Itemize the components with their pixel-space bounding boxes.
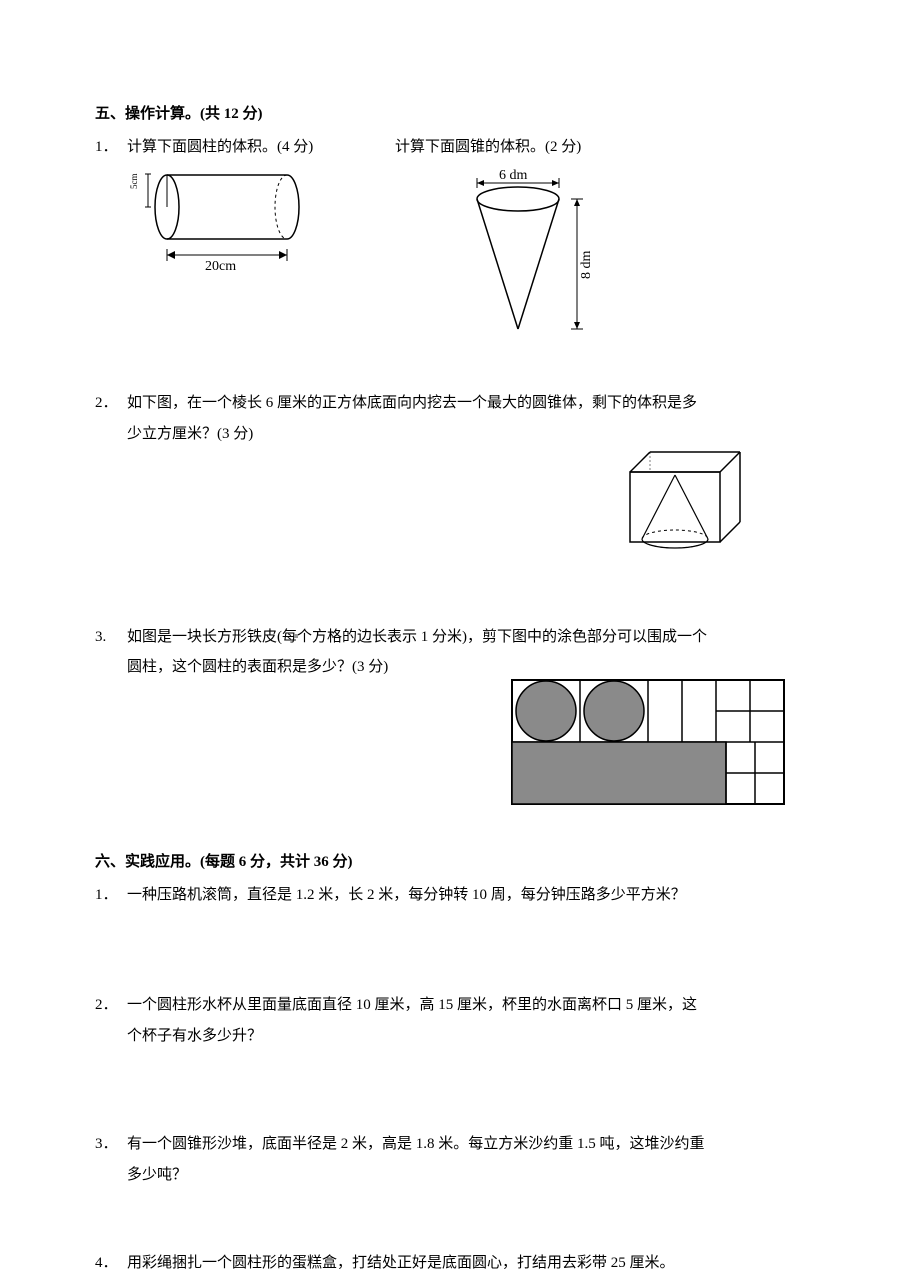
q5-2-num: 2． (95, 389, 127, 418)
q6-1-num: 1． (95, 881, 127, 910)
q5-3-num: 3. (95, 623, 127, 652)
cone-icon: 6 dm 8 dm (447, 169, 627, 349)
page-marker-icon (294, 634, 298, 638)
q6-3-text2: 多少吨？ (95, 1161, 810, 1190)
q5-2-text1: 如下图，在一个棱长 6 厘米的正方体底面向内挖去一个最大的圆锥体，剩下的体积是多 (127, 389, 810, 418)
cylinder-icon: 5cm 20cm (127, 169, 327, 279)
section-6-title: 六、实践应用。(每题 6 分，共计 36 分) (95, 848, 810, 877)
q6-4-row: 4． 用彩绳捆扎一个圆柱形的蛋糕盒，打结处正好是底面圆心，打结用去彩带 25 厘… (95, 1249, 810, 1278)
svg-text:8 dm: 8 dm (579, 251, 594, 280)
q5-1-text-right: 计算下面圆锥的体积。(2 分) (395, 139, 581, 155)
q5-1-num: 1． (95, 133, 127, 162)
q6-4-num: 4． (95, 1249, 127, 1278)
q5-3-text1: 如图是一块长方形铁皮(每个方格的边长表示 1 分米)，剪下图中的涂色部分可以围成… (127, 623, 810, 652)
svg-text:6 dm: 6 dm (499, 169, 528, 183)
q5-3-row: 3. 如图是一块长方形铁皮(每个方格的边长表示 1 分米)，剪下图中的涂色部分可… (95, 623, 810, 652)
section-5-title: 五、操作计算。(共 12 分) (95, 100, 810, 129)
q5-1-text-left: 计算下面圆柱的体积。(4 分) (127, 133, 395, 162)
cube-cone-icon (620, 442, 750, 562)
q6-1-row: 1． 一种压路机滚筒，直径是 1.2 米，长 2 米，每分钟转 10 周，每分钟… (95, 881, 810, 910)
q6-2-row: 2． 一个圆柱形水杯从里面量底面直径 10 厘米，高 15 厘米，杯里的水面离杯… (95, 991, 810, 1020)
sheet-grid-icon (510, 678, 790, 808)
q6-2-text2: 个杯子有水多少升？ (95, 1022, 810, 1051)
q6-3-text1: 有一个圆锥形沙堆，底面半径是 2 米，高是 1.8 米。每立方米沙约重 1.5 … (127, 1130, 810, 1159)
svg-text:5cm: 5cm (129, 174, 139, 190)
cube-figure (620, 442, 750, 573)
q6-3-row: 3． 有一个圆锥形沙堆，底面半径是 2 米，高是 1.8 米。每立方米沙约重 1… (95, 1130, 810, 1159)
q6-4-text: 用彩绳捆扎一个圆柱形的蛋糕盒，打结处正好是底面圆心，打结用去彩带 25 厘米。 (127, 1249, 810, 1278)
q6-1-text: 一种压路机滚筒，直径是 1.2 米，长 2 米，每分钟转 10 周，每分钟压路多… (127, 881, 810, 910)
sheet-figure (510, 678, 790, 819)
svg-text:20cm: 20cm (205, 259, 236, 274)
q6-2-text1: 一个圆柱形水杯从里面量底面直径 10 厘米，高 15 厘米，杯里的水面离杯口 5… (127, 991, 810, 1020)
q6-3-num: 3． (95, 1130, 127, 1159)
q6-2-num: 2． (95, 991, 127, 1020)
q5-2-row: 2． 如下图，在一个棱长 6 厘米的正方体底面向内挖去一个最大的圆锥体，剩下的体… (95, 389, 810, 418)
q5-1-figures: 5cm 20cm (95, 169, 810, 349)
q5-1-row: 1． 计算下面圆柱的体积。(4 分) 计算下面圆锥的体积。(2 分) (95, 133, 810, 164)
